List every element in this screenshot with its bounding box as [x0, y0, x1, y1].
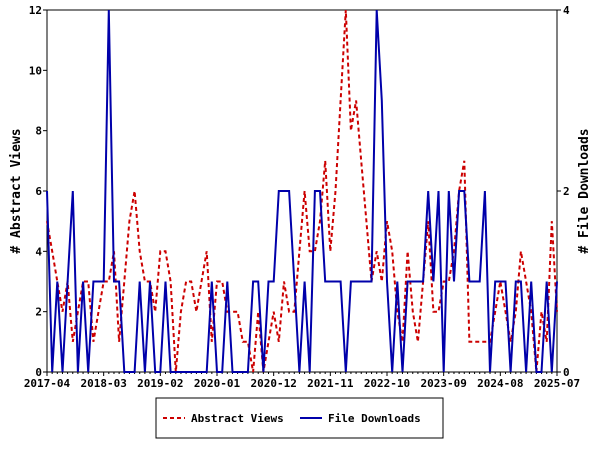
x-tick-label: 2020-01 [194, 377, 241, 390]
x-tick-label: 2022-10 [364, 377, 410, 390]
y2-axis-label: # File Downloads [577, 128, 592, 253]
x-tick-label: 2020-12 [250, 377, 296, 390]
legend-label: File Downloads [328, 412, 421, 425]
y-axis-label: # Abstract Views [9, 128, 24, 253]
x-tick-label: 2025-07 [534, 377, 580, 390]
y-tick-label: 2 [35, 306, 42, 319]
y2-tick-label: 0 [563, 366, 570, 379]
y-tick-label: 0 [35, 366, 42, 379]
x-tick-label: 2024-08 [477, 377, 523, 390]
legend-label: Abstract Views [191, 412, 284, 425]
x-tick-label: 2018-03 [80, 377, 126, 390]
x-tick-label: 2021-11 [307, 377, 354, 390]
x-tick-label: 2019-02 [137, 377, 183, 390]
series-line [46, 9, 558, 373]
legend-box [155, 397, 444, 439]
y-tick-label: 4 [35, 245, 42, 258]
y-tick-label: 8 [35, 125, 42, 138]
x-tick-label: 2023-09 [420, 377, 466, 390]
y-tick-label: 10 [29, 64, 42, 77]
y2-tick-label: 4 [563, 4, 570, 17]
y-tick-label: 6 [35, 185, 42, 198]
y-tick-label: 12 [29, 4, 42, 17]
y2-tick-label: 2 [563, 185, 570, 198]
series-line [46, 9, 558, 373]
x-tick-label: 2017-04 [24, 377, 71, 390]
